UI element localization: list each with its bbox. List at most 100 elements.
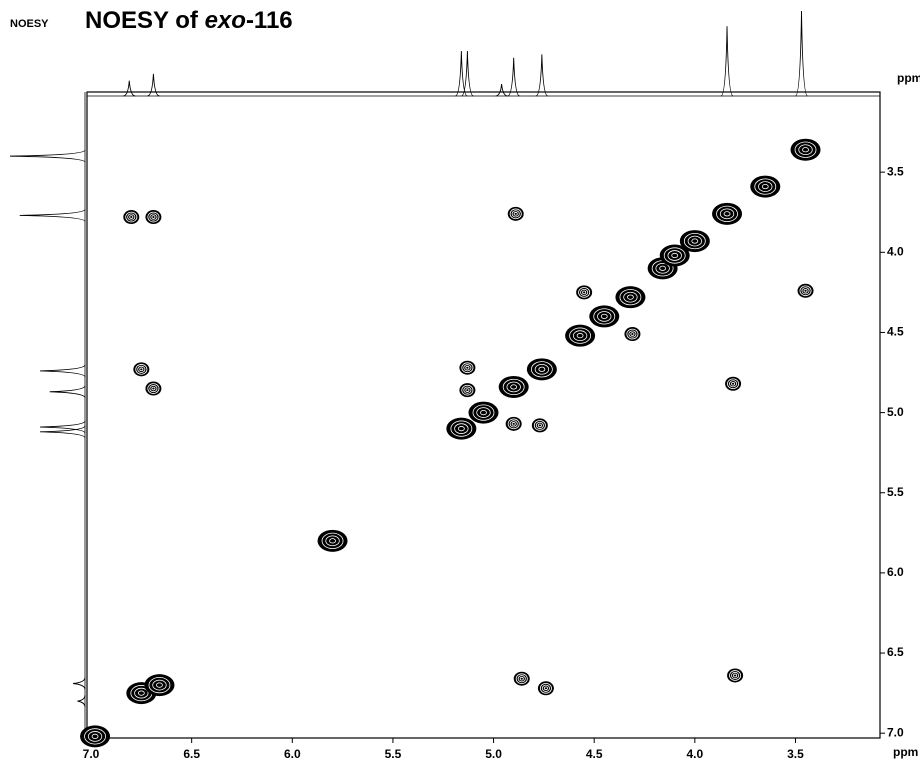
projection-peak (535, 54, 549, 97)
contour (454, 423, 469, 434)
contour (578, 287, 591, 298)
x-tick-label: 6.0 (284, 747, 301, 761)
title-part: exo (205, 7, 246, 34)
contour (476, 407, 491, 418)
projection-peak (39, 425, 86, 439)
contour (803, 288, 808, 293)
contour (472, 404, 495, 421)
contour (663, 247, 686, 264)
contour (465, 365, 470, 370)
contour (461, 384, 474, 396)
contour (507, 418, 520, 430)
contour (569, 327, 592, 344)
contour (506, 381, 521, 393)
contour (716, 205, 738, 222)
x-tick-label: 4.0 (686, 747, 703, 761)
contour (623, 291, 638, 303)
contour (671, 252, 679, 259)
contour (535, 421, 544, 429)
contour (321, 532, 344, 549)
projection-peak (147, 73, 160, 97)
contour (537, 423, 542, 428)
contour (723, 211, 731, 217)
contour (509, 208, 522, 220)
contour (655, 262, 670, 274)
y-tick-label: 7.0 (887, 725, 904, 739)
contour (626, 328, 639, 340)
contour (600, 313, 608, 320)
contour (465, 388, 470, 392)
contour (580, 288, 589, 296)
y-tick-label: 3.5 (887, 164, 904, 178)
contour (129, 215, 134, 219)
contour (450, 420, 473, 437)
contour (137, 365, 146, 373)
projection-peak (77, 695, 86, 708)
contour (511, 422, 516, 426)
spectrum-label: NOESY (10, 18, 49, 30)
contour (91, 733, 99, 739)
projection-peak (495, 84, 508, 97)
x-tick-label: 7.0 (83, 747, 100, 761)
contour (139, 367, 144, 372)
contour (517, 675, 526, 683)
x-tick-label: 5.5 (385, 747, 402, 761)
title-part: -116 (246, 7, 293, 34)
projection-peak (507, 57, 520, 97)
x-tick-label: 5.0 (485, 747, 502, 761)
contour (628, 330, 637, 338)
x-tick-label: 6.5 (183, 747, 200, 761)
projection-peak (455, 50, 468, 97)
contour (149, 213, 158, 221)
contour (543, 686, 548, 691)
contour (461, 362, 474, 374)
projection-peak (72, 677, 86, 690)
contour (534, 363, 550, 375)
contour (147, 383, 160, 394)
contour (510, 384, 518, 390)
contour (802, 147, 809, 153)
y-tick-label: 5.5 (887, 485, 904, 499)
contour (659, 265, 667, 271)
y-axis-label: ppm (897, 71, 920, 85)
title-part: NOESY of (85, 7, 205, 34)
contour (572, 330, 588, 342)
projection-peak (9, 149, 86, 163)
contour (463, 364, 472, 372)
projection-peak (720, 26, 734, 97)
contour (798, 144, 813, 156)
x-axis-label: ppm (893, 745, 918, 759)
projection-peak (123, 80, 136, 97)
contour (667, 250, 682, 261)
contour (533, 420, 546, 431)
contour (691, 238, 699, 244)
contour (156, 682, 163, 688)
contour (152, 679, 167, 691)
y-tick-label: 6.5 (887, 645, 904, 659)
contour (593, 308, 616, 325)
contour (325, 535, 340, 547)
contour (627, 294, 634, 300)
contour (84, 728, 106, 745)
contour (134, 687, 149, 699)
contour (582, 290, 587, 295)
contour (729, 380, 738, 388)
contour (147, 211, 160, 223)
contour (630, 332, 635, 336)
y-tick-label: 6.0 (887, 565, 904, 579)
contour (597, 311, 612, 322)
projection-peak (39, 364, 86, 378)
contour (538, 366, 546, 372)
contour (530, 361, 553, 378)
y-tick-label: 4.0 (887, 244, 904, 258)
contour (127, 213, 136, 221)
contour (151, 386, 156, 391)
contour (731, 671, 740, 680)
contour (463, 386, 472, 394)
contour (794, 141, 817, 158)
contour (151, 215, 156, 219)
contour (149, 385, 158, 393)
y-tick-label: 4.5 (887, 325, 904, 339)
contour (729, 670, 742, 681)
